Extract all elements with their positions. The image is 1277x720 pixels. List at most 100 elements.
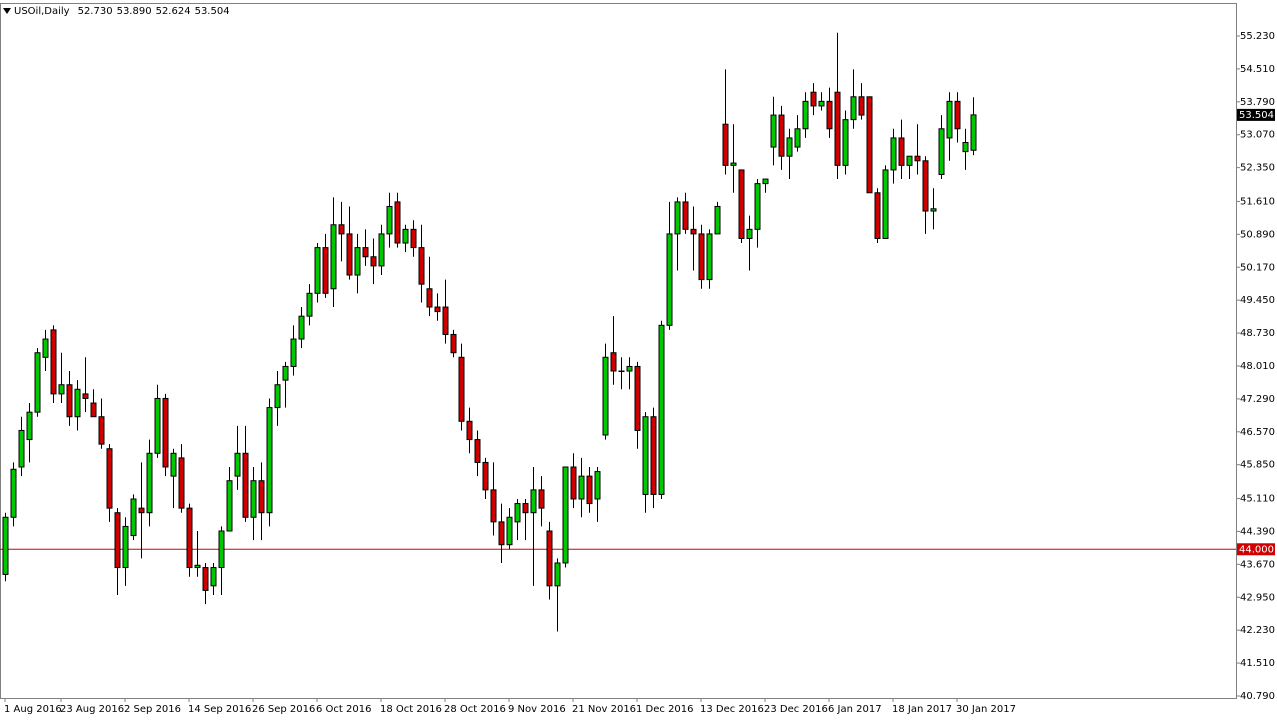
candle-body — [66, 384, 73, 418]
candle-body — [490, 489, 497, 523]
candle-body — [74, 388, 81, 418]
candle-body — [394, 201, 401, 244]
candle-body — [242, 452, 249, 518]
y-tick-label: 42.230 — [1240, 625, 1275, 636]
candle-body — [586, 475, 593, 505]
candle-body — [794, 128, 801, 148]
y-tick-label: 45.110 — [1240, 494, 1275, 505]
candle-body — [218, 530, 225, 569]
candle-body — [402, 228, 409, 244]
header-value: 52.624 — [156, 6, 191, 17]
x-tick-label: 1 Dec 2016 — [636, 704, 694, 715]
candle-body — [226, 480, 233, 532]
candle-body — [418, 247, 425, 285]
y-tick-label: 49.450 — [1240, 295, 1275, 306]
y-tick-label: 50.890 — [1240, 229, 1275, 240]
candle-body — [546, 530, 553, 587]
y-tick-label: 48.010 — [1240, 361, 1275, 372]
y-tick-label: 41.510 — [1240, 658, 1275, 669]
candle-body — [458, 356, 465, 422]
candle-body — [90, 402, 97, 418]
y-tick-label: 55.230 — [1240, 31, 1275, 42]
candle-body — [194, 564, 201, 569]
candle-body — [298, 315, 305, 340]
candle-body — [306, 292, 313, 317]
x-tick-label: 13 Dec 2016 — [700, 704, 764, 715]
x-tick-label: 18 Jan 2017 — [892, 704, 952, 715]
x-tick-label: 9 Nov 2016 — [508, 704, 566, 715]
candle-body — [42, 338, 49, 358]
y-tick-label: 51.610 — [1240, 196, 1275, 207]
candle-body — [330, 224, 337, 290]
candle-body — [674, 201, 681, 235]
candle-body — [482, 461, 489, 491]
candle-body — [18, 429, 25, 468]
y-tick-label: 44.390 — [1240, 526, 1275, 537]
candle-body — [706, 233, 713, 281]
candle-body — [834, 91, 841, 166]
candle-body — [954, 100, 961, 130]
y-tick-label: 53.070 — [1240, 130, 1275, 141]
hline-label: 44.000 — [1239, 544, 1274, 555]
candle-body — [378, 233, 385, 267]
candle-body — [386, 205, 393, 235]
x-tick-label: 23 Dec 2016 — [764, 704, 828, 715]
x-tick-label: 1 Aug 2016 — [4, 704, 62, 715]
x-tick-label: 6 Oct 2016 — [316, 704, 371, 715]
x-tick-label: 30 Jan 2017 — [956, 704, 1016, 715]
last-price-tag — [1237, 108, 1275, 121]
candle-body — [106, 448, 113, 509]
x-tick-label: 26 Sep 2016 — [252, 704, 315, 715]
plot-frame — [0, 3, 1237, 699]
candle-body — [10, 468, 17, 518]
candle-body — [322, 247, 329, 294]
menu-triangle — [3, 8, 11, 14]
candle-body — [538, 489, 545, 509]
x-tick-label: 23 Aug 2016 — [60, 704, 124, 715]
candle-body — [682, 201, 689, 230]
y-tick-label: 53.790 — [1240, 97, 1275, 108]
candle-body — [370, 256, 377, 267]
candle-body — [258, 480, 265, 514]
candle-body — [210, 567, 217, 587]
y-tick-label: 54.510 — [1240, 64, 1275, 75]
candle-body — [642, 416, 649, 495]
candle-body — [962, 141, 969, 153]
candle-body — [434, 306, 441, 313]
candle-body — [594, 471, 601, 500]
candle-body — [882, 169, 889, 239]
candle-body — [914, 155, 921, 162]
candle-body — [234, 452, 241, 477]
candle-body — [626, 365, 633, 372]
candle-body — [506, 516, 513, 546]
candle-body — [650, 416, 657, 495]
y-tick-label: 50.170 — [1240, 262, 1275, 273]
candle-body — [714, 205, 721, 235]
candle-body — [722, 123, 729, 166]
candle-body — [658, 324, 665, 495]
candle-body — [202, 567, 209, 591]
candle-body — [274, 384, 281, 409]
symbol-title: USOil,Daily — [14, 6, 70, 17]
candle-body — [466, 420, 473, 441]
y-tick-label: 46.570 — [1240, 427, 1275, 438]
candle-body — [730, 162, 737, 166]
candle-body — [442, 306, 449, 335]
candle-body — [338, 224, 345, 235]
candle-body — [50, 329, 57, 395]
last-price-label: 53.504 — [1239, 110, 1274, 121]
candle-body — [98, 416, 105, 445]
y-tick-label: 42.950 — [1240, 592, 1275, 603]
candle-body — [666, 233, 673, 326]
candle-body — [162, 397, 169, 468]
candle-body — [530, 489, 537, 514]
candle-body — [146, 452, 153, 514]
candle-body — [26, 411, 33, 441]
candle-body — [810, 91, 817, 107]
candle-body — [130, 498, 137, 537]
candle-body — [850, 96, 857, 121]
candle-body — [2, 516, 9, 575]
x-tick-label: 21 Nov 2016 — [572, 704, 636, 715]
